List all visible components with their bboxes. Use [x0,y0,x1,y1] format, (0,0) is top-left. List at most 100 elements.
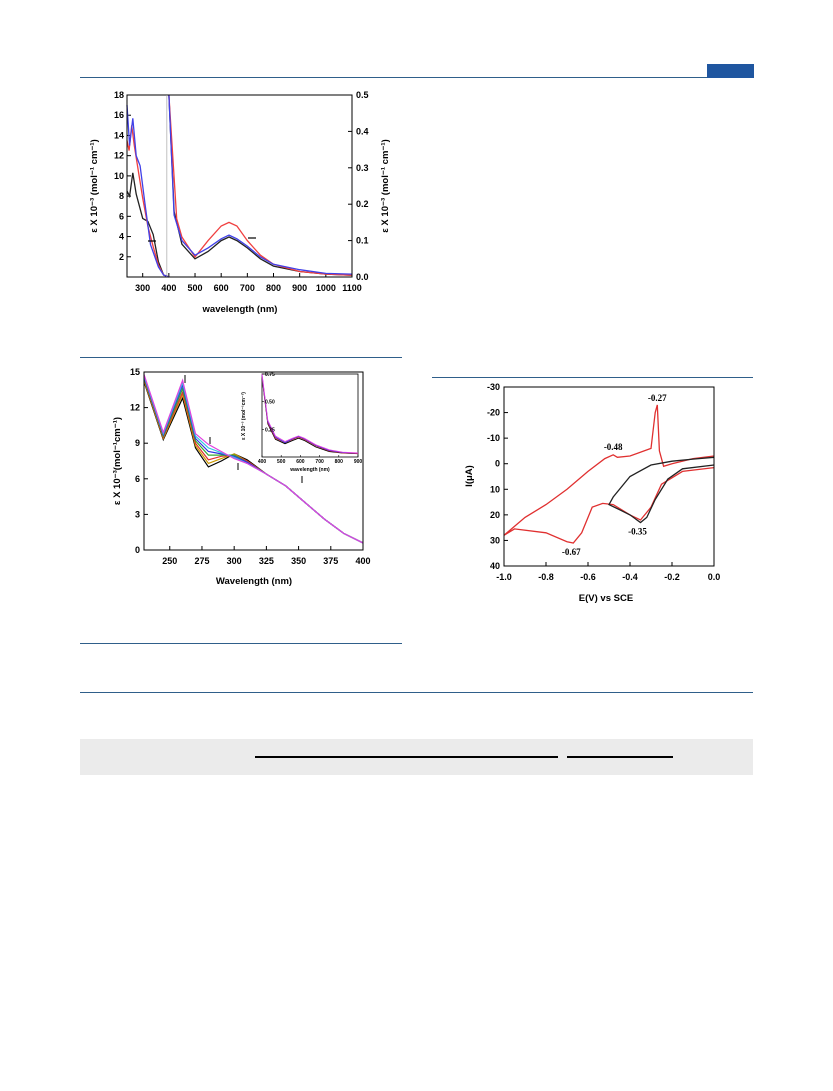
figure-2-series-7-line [143,374,364,544]
figure-2-ytick-label: 3 [135,509,140,519]
figure-2-ytick-label: 0 [135,545,140,555]
figure-1-ytick-right-label: 0.2 [356,199,369,209]
figure-1-ytick-left-label: 16 [114,110,124,120]
header-accent-tab [707,64,754,78]
figure-1-frame [126,94,353,278]
figure-1-series-3-uv-line [126,105,170,278]
figure-1-xtick-label: 900 [292,283,307,293]
figure-2-xtick-label: 300 [227,556,242,566]
header-rule [80,77,753,78]
figure3-top-rule [432,377,753,378]
figure-1-ytick-right-label: 0.3 [356,163,369,173]
figure-1-ytick-left-label: 12 [114,151,124,161]
figure-3-xtick-label: -0.2 [664,572,680,582]
figure-1-xlabel: wavelength (nm) [202,304,278,315]
figure-1-series-3-vis-line [168,94,353,275]
figure-3-ytick-label: -30 [487,382,500,392]
figure-2-inset-ylabel: ε X 10⁻³ (mol⁻¹cm⁻¹) [241,392,247,440]
figure2-top-rule [80,357,402,358]
figure-3-ylabel: I(μA) [464,465,475,487]
figure-3-series-1-line [503,404,715,544]
figure-2-inset-xtick-label: 600 [296,459,305,465]
figure-2-inset-ytick-label: 0.75 [265,372,275,378]
figure-3-ytick-label: 0 [495,459,500,469]
figure-1-xtick-label: 700 [240,283,255,293]
figure-2-xlabel: Wavelength (nm) [216,576,292,587]
figure-1-xtick-label: 600 [214,283,229,293]
figure-3-ytick-label: -20 [487,408,500,418]
figure-3-ytick-label: -10 [487,433,500,443]
figure-3-ytick-label: 20 [490,510,500,520]
figure-2-ylabel: ε X 10⁻³(mol⁻¹cm⁻¹) [112,417,123,505]
figure-1-ylabel-left: ε X 10⁻³ (mol⁻¹ cm⁻¹) [89,139,100,232]
figure-2-inset-xtick-label: 800 [335,459,344,465]
figure-1-ytick-left-label: 8 [119,191,124,201]
table-span-line-2 [567,756,673,758]
figure-3-ytick-label: 30 [490,535,500,545]
figure-2-xtick-label: 250 [162,556,177,566]
figure-1-xtick-label: 400 [161,283,176,293]
figure-1-xtick-label: 500 [188,283,203,293]
figure2-bottom-rule [80,643,402,644]
figure-3-xlabel: E(V) vs SCE [579,593,633,604]
figure-1-ytick-left-label: 2 [119,252,124,262]
figure-1-series-1-uv-line [126,172,170,278]
figure-3-ytick-label: 10 [490,484,500,494]
figure-3-ytick-label: 40 [490,561,500,571]
figure-2-inset-xtick-label: 400 [258,459,267,465]
figure-2-xtick-label: 400 [355,556,370,566]
figure-1-absorption-spectrum: 300 400 500 600 700 800 900 1000 1100 2 4 6 8 10 12 14 1… [89,90,391,315]
figure-3-xlabel-text: E(V) vs SCE [579,593,633,604]
figure-1-xtick-label: 1100 [342,283,362,293]
figure-1-ytick-left-label: 14 [114,130,124,140]
figure-3-peak-label: -0.35 [628,527,647,537]
figure-1-ytick-left-label: 10 [114,171,124,181]
figure-1-xtick-label: 1000 [316,283,336,293]
figure-1-ytick-left-label: 6 [119,211,124,221]
figure-2-inset-frame [261,373,359,458]
figure-3-xtick-label: -1.0 [496,572,512,582]
figure-3-series-2-line [608,456,715,524]
figure-2-inset-xtick-label: 500 [277,459,286,465]
figure-1-xtick-label: 300 [135,283,150,293]
figure-2-inset-series-3-line [261,375,359,454]
figure-1-xtick-label: 800 [266,283,281,293]
figure-2-ytick-label: 15 [130,367,140,377]
figure-3-frame [503,386,715,567]
figure-1-ytick-left-label: 4 [119,232,124,242]
figure-2-frame [143,371,364,551]
figure-2-xtick-label: 350 [291,556,306,566]
figure-3-xtick-label: -0.6 [580,572,596,582]
figure-2-titration-spectrum: 250 275 300 325 350 375 400 0 3 6 9 12 15 400 500 600 7… [112,367,371,587]
figure-2-inset-xtick-label: 700 [315,459,324,465]
figure-2-xtick-label: 275 [194,556,209,566]
figure-2-xtick-label: 325 [259,556,274,566]
figure-3-xtick-label: -0.8 [538,572,554,582]
table-span-line-1 [255,756,558,758]
figure-1-ytick-right-label: 0.4 [356,126,369,136]
figure-3-peak-label: -0.27 [648,393,667,403]
figure-2-inset-xlabel: wavelength (nm) [289,467,330,473]
figure-1-ytick-left-label: 18 [114,90,124,100]
figure-1-ylabel-right: ε X 10⁻³ (mol⁻¹ cm⁻¹) [380,139,391,232]
figure-3-cyclic-voltammogram: -1.0 -0.8 -0.6 -0.4 -0.2 0.0 -30 -20 -10 0 10 20 30 4… [464,382,721,604]
figure-3-xtick-label: 0.0 [708,572,721,582]
figure-3-peak-label: -0.67 [562,547,581,557]
figure-1-series-2-vis-line [168,94,353,276]
figure-3-peak-label: -0.48 [604,442,623,452]
figure-2-inset-ytick-label: 0.50 [265,400,275,406]
figure-2-ytick-label: 9 [135,438,140,448]
figure-2-inset-series-1-line [261,377,359,455]
figure-1-ytick-right-label: 0.0 [356,272,369,282]
figure-1-ytick-right-label: 0.1 [356,236,369,246]
figure-2-change-arrows [184,375,303,483]
figure-1-ytick-right-label: 0.5 [356,90,369,100]
figure-2-ytick-label: 12 [130,403,140,413]
figure-2-inset-series-4-line [261,373,359,454]
section-rule [80,692,753,693]
figure-2-ytick-label: 6 [135,474,140,484]
figure-2-inset-ytick-label: 0.25 [265,427,275,433]
figure-2-xtick-label: 375 [323,556,338,566]
figure-3-xtick-label: -0.4 [622,572,638,582]
figure-2-inset-xtick-label: 900 [354,459,363,465]
